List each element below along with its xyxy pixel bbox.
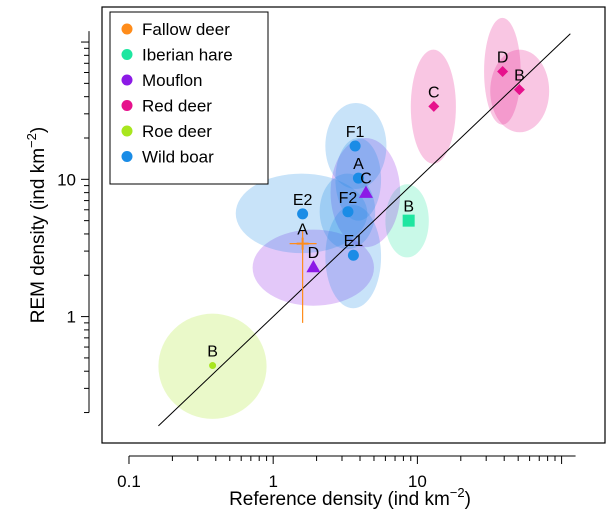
x-axis-label-exponent: −2 bbox=[450, 485, 465, 500]
x-axis: 0.1 1 10 bbox=[117, 455, 576, 491]
x-tick-label: 10 bbox=[408, 472, 427, 491]
y-tick-label: 1 bbox=[67, 308, 76, 327]
point-label-wild-boar-f2: F2 bbox=[339, 190, 358, 207]
y-axis-label-exponent: −2 bbox=[24, 133, 39, 148]
y-axis-label: REM density (ind km−2) bbox=[24, 127, 49, 323]
marker-mouflon-d bbox=[306, 259, 321, 273]
reference-line-group bbox=[158, 33, 571, 427]
marker-wild-boar-e1 bbox=[347, 249, 359, 261]
legend-label-red-deer: Red deer bbox=[142, 97, 212, 116]
legend-swatch-roe-deer bbox=[121, 125, 133, 137]
marker-wild-boar-a bbox=[352, 172, 364, 184]
x-axis-label: Reference density (ind km−2) bbox=[229, 485, 471, 510]
y-axis: 1 10 bbox=[57, 31, 90, 414]
marker-red-deer-d bbox=[497, 66, 509, 78]
y-tick-label: 10 bbox=[57, 170, 76, 189]
point-label-iberian-hare-b: B bbox=[403, 199, 414, 216]
point-label-mouflon-d: D bbox=[308, 245, 320, 262]
marker-mouflon-c bbox=[358, 185, 373, 198]
legend-label-iberian-hare: Iberian hare bbox=[142, 46, 233, 65]
marker-wild-boar-e2 bbox=[297, 208, 309, 220]
legend-swatch-fallow-deer bbox=[121, 23, 133, 35]
marker-fallow-deer-a bbox=[296, 237, 309, 250]
data-markers bbox=[209, 66, 525, 370]
legend-label-wild-boar: Wild boar bbox=[142, 148, 214, 167]
one-to-one-line bbox=[158, 33, 571, 427]
point-label-fallow-deer-a: A bbox=[297, 222, 308, 239]
plot-frame bbox=[101, 6, 606, 444]
marker-red-deer-c bbox=[428, 100, 440, 112]
legend: Fallow deer Iberian hare Mouflon Red deer Ro… bbox=[109, 11, 269, 185]
legend-label-fallow-deer: Fallow deer bbox=[142, 20, 230, 39]
legend-swatch-iberian-hare bbox=[121, 49, 133, 60]
x-axis-label-main: Reference density (ind km bbox=[229, 489, 450, 510]
legend-label-mouflon: Mouflon bbox=[142, 71, 202, 90]
x-tick-label: 1 bbox=[268, 472, 277, 491]
legend-label-roe-deer: Roe deer bbox=[142, 122, 212, 141]
marker-roe-deer-b bbox=[209, 362, 217, 370]
point-label-wild-boar-a: A bbox=[353, 156, 364, 173]
point-label-red-deer-b: B bbox=[514, 68, 525, 85]
x-axis-label-close: ) bbox=[465, 489, 471, 510]
legend-swatch-mouflon bbox=[121, 74, 133, 86]
y-axis-label-main: REM density (ind km bbox=[28, 148, 49, 323]
legend-swatch-wild-boar bbox=[121, 151, 133, 162]
marker-red-deer-b bbox=[513, 84, 525, 96]
marker-wild-boar-f1 bbox=[349, 140, 361, 152]
y-axis-label-close: ) bbox=[28, 127, 49, 133]
point-label-roe-deer-b: B bbox=[207, 344, 218, 361]
marker-wild-boar-f2 bbox=[342, 206, 354, 218]
point-label-red-deer-c: C bbox=[428, 84, 440, 101]
marker-iberian-hare-b bbox=[402, 214, 415, 227]
legend-box bbox=[109, 11, 269, 185]
point-label-red-deer-d: D bbox=[497, 50, 509, 67]
legend-swatch-red-deer bbox=[121, 100, 133, 111]
x-tick-label: 0.1 bbox=[117, 472, 141, 491]
point-label-wild-boar-e2: E2 bbox=[293, 192, 313, 209]
point-label-wild-boar-e1: E1 bbox=[344, 233, 364, 250]
point-label-wild-boar-f1: F1 bbox=[346, 124, 365, 141]
point-label-mouflon-c: C bbox=[360, 171, 372, 188]
